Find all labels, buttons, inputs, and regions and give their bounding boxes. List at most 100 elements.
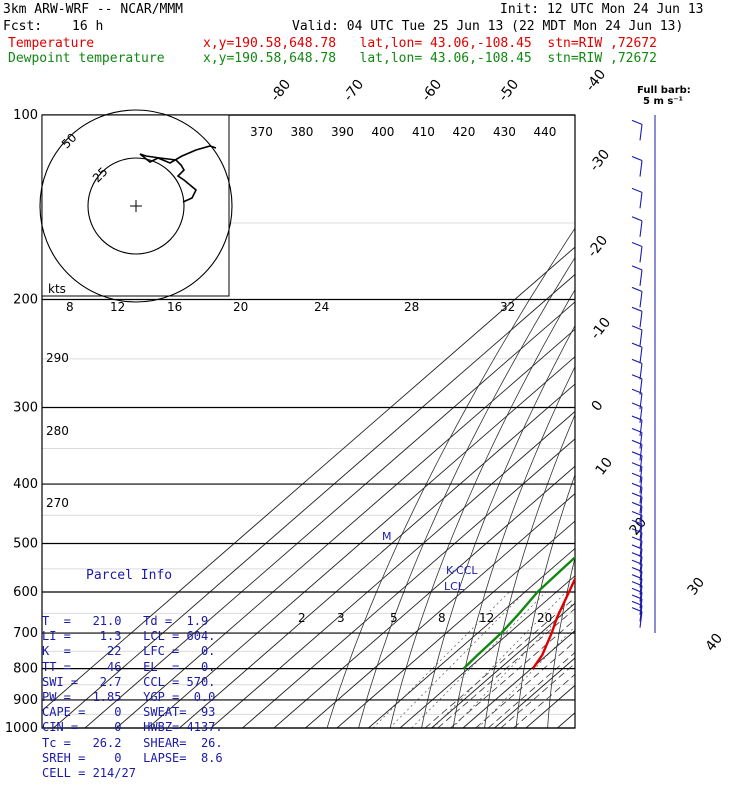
annotation-lcl: LCL (444, 580, 465, 593)
mixing-ratio-label: 12 (479, 611, 494, 625)
mixing-ratio-label: 5 (390, 611, 398, 625)
dry-adiabat-line (730, 115, 740, 728)
parcel-info-row: SWI = 2.7 CCL = 570. (42, 675, 230, 690)
temperature-tick-label: -20 (585, 233, 612, 261)
isotherm-line (306, 115, 740, 728)
temperature-top-label: -80 (268, 77, 295, 105)
parcel-info-row: CAPE = 0 SWEAT= 93 (42, 705, 230, 720)
theta-tick-label: 430 (493, 125, 516, 139)
moist-adiabat-line (513, 300, 740, 729)
parcel-info-right: HWBZ= 4137. (143, 720, 222, 734)
parcel-info-left: CAPE = 0 (42, 705, 143, 719)
temperature-top-label: -60 (419, 77, 446, 105)
wind-barb (632, 242, 642, 246)
pressure-tick-label: 500 (13, 536, 38, 551)
wind-barb (640, 270, 642, 286)
barb-legend-value: 5 m s⁻¹ (643, 96, 683, 107)
wind-barb (632, 266, 642, 270)
dry-adiabat-line (701, 115, 740, 728)
parcel-info-left: T = 21.0 (42, 614, 143, 628)
parcel-info-right: SHEAR= 26. (143, 736, 222, 750)
parcel-info-left: SREH = 0 (42, 751, 143, 765)
parcel-info-right: SWEAT= 93 (143, 705, 215, 719)
wind-barb (640, 246, 642, 262)
parcel-info-right: LAPSE= 8.6 (143, 751, 222, 765)
isotherm-line (369, 115, 740, 728)
mixing-ratio-line (390, 592, 525, 728)
temperature-tick-label: 30 (685, 575, 709, 599)
temperature-tick-label: -10 (588, 315, 615, 343)
parcel-info-title: Parcel Info (42, 568, 230, 583)
wind-barb (640, 124, 642, 140)
theta-tick-label: 410 (412, 125, 435, 139)
theta-tick-label: 370 (250, 125, 273, 139)
parcel-info-right: EL = 0. (143, 660, 215, 674)
isotherm-line (432, 115, 740, 728)
theta-left-label: 290 (46, 351, 69, 365)
theta-tick-label: 440 (534, 125, 557, 139)
moist-adiabat-line (488, 300, 740, 729)
parcel-info-left: PW = 1.85 (42, 690, 143, 704)
isotherm-line (526, 115, 740, 728)
parcel-info-row: LI = 1.3 LCL = 604. (42, 629, 230, 644)
parcel-info-right: Td = 1.9 (143, 614, 208, 628)
dry-adiabat-line (453, 115, 718, 728)
parcel-info-right: CCL = 570. (143, 675, 215, 689)
parcel-info-left: LI = 1.3 (42, 629, 143, 643)
wind-barb (632, 120, 642, 124)
wind-barb (640, 330, 642, 346)
pressure-tick-label: 600 (13, 585, 38, 600)
isotherm-line (337, 115, 740, 728)
theta-left-label: 270 (46, 496, 69, 510)
parcel-info-left: CELL = 214/27 (42, 766, 143, 780)
wind-barb (640, 221, 642, 237)
dry-adiabat-line (422, 115, 702, 728)
pressure-tick-label: 300 (13, 400, 38, 415)
dry-adiabat-line (611, 115, 740, 728)
theta-left-label: 280 (46, 424, 69, 438)
dry-adiabat-line (672, 115, 740, 728)
wind-barb (640, 291, 642, 307)
mixing-ratio-label: 2 (298, 611, 306, 625)
barb-legend-title: Full barb: (637, 85, 691, 96)
wind-barb (640, 311, 642, 327)
wind-barb (632, 287, 642, 291)
hodograph-units: kts (48, 282, 66, 296)
pressure-tick-label: 900 (13, 693, 38, 708)
temperature-top-label: -50 (496, 77, 523, 105)
thetae-tick-label: 20 (233, 300, 248, 314)
theta-tick-label: 400 (372, 125, 395, 139)
theta-tick-label: 420 (453, 125, 476, 139)
dry-adiabat-line (327, 115, 652, 728)
wind-barb (632, 307, 642, 311)
moist-adiabat-line (438, 300, 740, 729)
isotherm-line (180, 115, 740, 728)
temperature-tick-label: 40 (703, 631, 727, 655)
isotherm-line (400, 115, 740, 728)
thetae-tick-label: 8 (66, 300, 74, 314)
pressure-tick-label: 700 (13, 626, 38, 641)
temperature-tick-label: 10 (593, 455, 617, 479)
parcel-info-left: TT = 46 (42, 660, 143, 674)
pressure-tick-label: 100 (13, 108, 38, 123)
theta-tick-label: 380 (291, 125, 314, 139)
parcel-info-right: YGP = 0.0 (143, 690, 215, 704)
parcel-info-left: SWI = 2.7 (42, 675, 143, 689)
wind-barb (632, 188, 642, 192)
parcel-info-row: T = 21.0 Td = 1.9 (42, 614, 230, 629)
parcel-info-row: SREH = 0 LAPSE= 8.6 (42, 751, 230, 766)
isotherm-line (274, 115, 740, 728)
annotation-m: M (382, 530, 392, 543)
pressure-tick-label: 200 (13, 293, 38, 308)
temperature-tick-label: 0 (589, 398, 607, 415)
mixing-ratio-label: 3 (337, 611, 345, 625)
mixing-ratio-label: 20 (537, 611, 552, 625)
pressure-tick-label: 1000 (5, 721, 38, 736)
wind-barb (640, 192, 642, 208)
parcel-info-left: K = 22 (42, 644, 143, 658)
parcel-info-row: CELL = 214/27 (42, 766, 230, 781)
moist-adiabat-line (463, 300, 740, 729)
wind-barb (640, 363, 642, 379)
theta-tick-label: 390 (331, 125, 354, 139)
